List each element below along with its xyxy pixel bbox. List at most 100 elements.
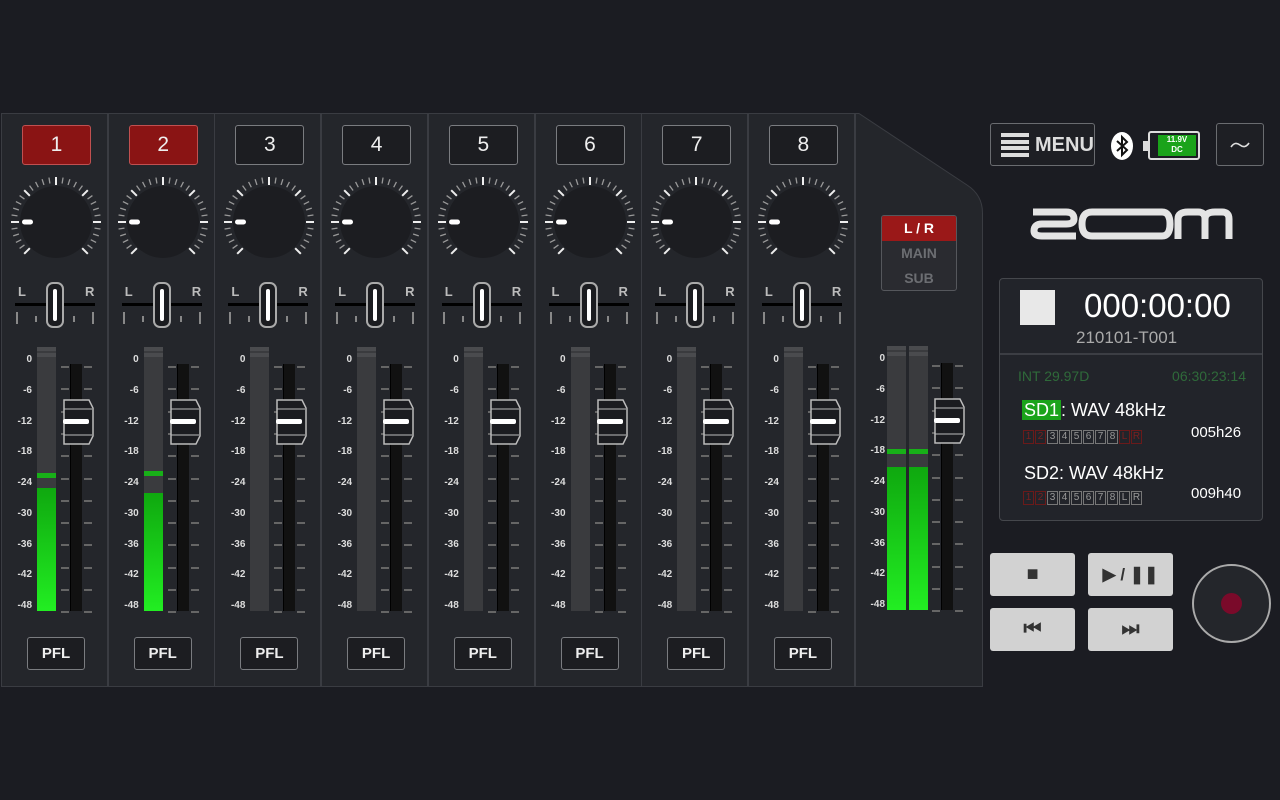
menu-icon	[1001, 133, 1029, 157]
pan-tick	[16, 312, 18, 324]
pfl-button[interactable]: PFL	[773, 637, 832, 670]
pan-slider[interactable]	[366, 282, 385, 328]
scale-label: -30	[124, 507, 139, 519]
battery-source: DC	[1171, 145, 1183, 154]
sd1-track-indicator: R	[1131, 430, 1142, 444]
pan-slider[interactable]	[152, 282, 171, 328]
gain-knob[interactable]	[757, 176, 849, 268]
fader-tick	[955, 610, 963, 613]
menu-button[interactable]: MENU	[990, 123, 1095, 166]
pan-slider[interactable]	[792, 282, 811, 328]
fader-tick	[807, 611, 816, 614]
meter-cap	[250, 353, 270, 357]
channel-3-button[interactable]: 3	[235, 125, 305, 165]
bluetooth-icon[interactable]	[1110, 131, 1134, 161]
fader-handle[interactable]	[933, 397, 965, 444]
fader-tick	[381, 544, 390, 547]
channel-5-button[interactable]: 5	[448, 125, 518, 165]
fader-tick	[617, 566, 626, 569]
pfl-button[interactable]: PFL	[240, 637, 299, 670]
pan-tick	[393, 316, 396, 322]
take-name: 210101-T001	[1076, 328, 1178, 347]
level-meter	[250, 347, 270, 611]
scale-label: 0	[26, 354, 32, 365]
gain-knob[interactable]	[117, 176, 209, 268]
fader-handle[interactable]	[169, 398, 201, 445]
fader-handle[interactable]	[62, 398, 94, 445]
fader-tick	[807, 455, 816, 458]
fader-handle[interactable]	[596, 398, 628, 445]
fast-forward-button[interactable]: ⏭	[1088, 608, 1173, 651]
channel-4-button[interactable]: 4	[342, 125, 412, 165]
gain-knob[interactable]	[437, 176, 529, 268]
scale-label: -18	[124, 446, 139, 458]
pan-slider[interactable]	[259, 282, 278, 328]
bus-option-lr[interactable]: L / R	[882, 216, 956, 241]
fader-tick	[701, 366, 710, 368]
pfl-button[interactable]: PFL	[667, 637, 726, 670]
channel-7-button[interactable]: 7	[662, 125, 732, 165]
fader-tick	[701, 589, 710, 591]
pan-slider[interactable]	[579, 282, 598, 328]
pfl-button[interactable]: PFL	[560, 637, 619, 670]
fader-tick	[84, 589, 92, 591]
scale-label: -48	[764, 600, 779, 611]
waveform-button[interactable]	[1216, 123, 1264, 166]
fader-tick	[190, 366, 199, 368]
fader-tick	[274, 566, 283, 569]
pan-left-label: L	[444, 284, 453, 299]
gain-knob[interactable]	[650, 176, 742, 268]
pan-tick	[838, 312, 841, 324]
gain-knob[interactable]	[330, 176, 422, 268]
channel-strip: 7 L R 0 -6 -12 -18 -24 -30 -36 -42 -48 PFL	[641, 113, 749, 687]
fader-tick	[807, 477, 816, 480]
fader-tick	[190, 388, 199, 391]
fader-tick	[487, 499, 496, 502]
pan-slider[interactable]	[472, 282, 491, 328]
fader-tick	[701, 388, 710, 391]
fader-handle[interactable]	[809, 398, 841, 445]
meter-cap	[463, 353, 483, 357]
gain-knob[interactable]	[223, 176, 315, 268]
pfl-button[interactable]: PFL	[133, 637, 192, 670]
scale-label: 0	[666, 354, 673, 365]
channel-2-button[interactable]: 2	[128, 125, 198, 165]
scale-label: -36	[657, 538, 673, 550]
bus-selector[interactable]: L / R MAIN SUB	[881, 215, 957, 291]
pan-slider[interactable]	[46, 282, 64, 328]
rewind-button[interactable]: ⏮	[990, 608, 1075, 651]
gain-knob[interactable]	[10, 176, 102, 268]
scale-label: -24	[17, 477, 32, 488]
fader-tick	[487, 544, 496, 547]
record-button[interactable]	[1192, 564, 1271, 643]
fader-tick	[404, 455, 413, 458]
fader-handle[interactable]	[382, 398, 414, 445]
channel-6-button[interactable]: 6	[555, 125, 625, 165]
fader-tick	[167, 544, 176, 547]
fader-handle[interactable]	[275, 398, 308, 445]
pfl-button[interactable]: PFL	[27, 637, 85, 670]
pan-tick	[122, 312, 125, 324]
channel-1-button[interactable]: 1	[22, 125, 91, 165]
bus-option-main[interactable]: MAIN	[901, 245, 937, 261]
play-pause-button[interactable]: ▶ / ❚❚	[1088, 553, 1173, 596]
fader-tick	[61, 611, 69, 614]
meter-cap	[37, 353, 56, 357]
fader-tick	[61, 522, 69, 525]
fader-tick	[381, 589, 390, 591]
fader-handle[interactable]	[489, 398, 521, 445]
stop-button[interactable]: ■	[990, 553, 1075, 596]
scale-label: -18	[444, 446, 459, 458]
channel-8-button[interactable]: 8	[768, 125, 838, 165]
pfl-button[interactable]: PFL	[347, 637, 406, 670]
pan-left-label: L	[231, 284, 240, 299]
gain-knob[interactable]	[544, 176, 636, 268]
pfl-button[interactable]: PFL	[453, 637, 512, 670]
fader-handle[interactable]	[702, 398, 734, 445]
bus-option-sub[interactable]: SUB	[904, 270, 934, 286]
meter-cap	[37, 347, 56, 351]
scale-label: -12	[657, 415, 673, 427]
pan-slider[interactable]	[686, 282, 705, 328]
scale-label: 0	[453, 354, 459, 365]
level-meter	[783, 347, 803, 611]
